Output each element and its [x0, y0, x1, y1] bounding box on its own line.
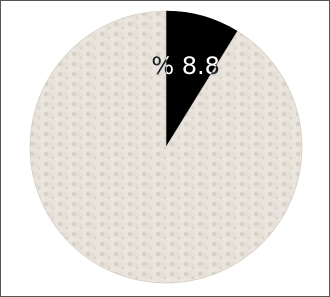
- data-label: % 8.8: [151, 52, 220, 80]
- chart: % 8.8: [0, 0, 330, 297]
- pie: % 8.8: [30, 11, 302, 283]
